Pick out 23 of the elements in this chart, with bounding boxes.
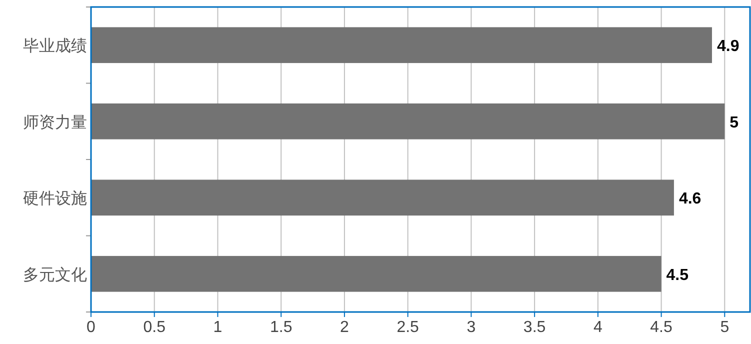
y-tick-label: 师资力量	[23, 113, 87, 132]
y-tick-label: 毕业成绩	[23, 37, 87, 56]
x-tick-label: 1.5	[270, 319, 292, 336]
data-label: 4.5	[666, 266, 689, 284]
data-label: 4.6	[678, 190, 702, 208]
bar	[91, 27, 712, 64]
x-tick-label: 5	[720, 319, 730, 336]
x-tick-label: 0	[86, 319, 96, 336]
y-tick-label: 多元文化	[23, 266, 87, 284]
x-tick-label: 2	[340, 319, 350, 336]
data-label: 5	[730, 114, 739, 132]
x-tick-label: 0.5	[143, 319, 166, 336]
x-tick-label: 4.5	[650, 319, 673, 336]
x-tick-label: 4	[593, 319, 602, 336]
x-tick-label: 3	[466, 319, 476, 336]
x-tick-label: 3.5	[523, 319, 546, 336]
bar	[91, 103, 725, 140]
x-tick-label: 2.5	[396, 319, 420, 336]
bar	[91, 256, 662, 292]
x-tick-label: 1	[213, 319, 222, 336]
bar	[91, 180, 674, 216]
y-tick-label: 硬件设施	[23, 190, 87, 208]
data-label: 4.9	[716, 38, 740, 56]
